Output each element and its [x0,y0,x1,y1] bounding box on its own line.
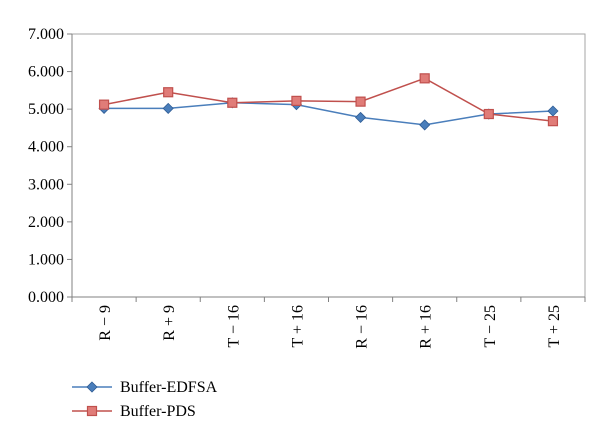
legend-entry: Buffer-PDS [72,403,196,420]
data-point [419,73,430,84]
y-tick-label: 2.000 [28,214,64,231]
data-point [291,95,302,106]
x-tick-label: T − 16 [225,305,242,348]
legend-label: Buffer-PDS [120,403,196,420]
x-tick-label: R − 16 [354,305,371,349]
data-point [419,119,431,131]
x-axis: R − 9 R + 9 T − 16 T + 16 R − 16 R + 16 T − 25… [71,296,586,349]
x-tick-label: R + 16 [418,305,435,349]
x-tick-label: T − 25 [482,305,499,348]
data-point [163,87,174,98]
y-tick-label: 0.000 [28,289,64,306]
x-tick-label: T + 25 [546,305,563,348]
data-point [162,102,174,114]
x-tick-label: T + 16 [289,305,306,348]
data-point [227,97,238,108]
y-tick-label: 7.000 [28,26,64,43]
y-tick-label: 6.000 [28,64,64,81]
y-tick-label: 1.000 [28,251,64,268]
data-point [483,108,494,120]
y-tick-label: 5.000 [28,101,64,118]
data-point [547,105,559,117]
x-tick-label: R − 9 [97,305,114,341]
x-tick-label: R + 9 [161,305,178,341]
series-line [104,102,553,126]
legend-label: Buffer-EDFSA [120,379,218,396]
legend-marker [86,405,98,417]
series-line [103,77,554,122]
y-tick-label: 4.000 [28,139,64,156]
y-axis: 0.000 1.000 2.000 3.000 4.000 5.000 6.000 7.000 [28,26,73,306]
data-point [98,99,110,110]
series-layer [98,73,559,131]
data-point [355,96,366,107]
legend: Buffer-EDFSA Buffer-PDS [72,379,218,420]
data-point [547,116,559,127]
legend-entry: Buffer-EDFSA [72,379,218,396]
series-buffer-pds [98,73,559,127]
plot-border [71,33,586,298]
data-point [354,111,367,123]
legend-marker [86,381,98,393]
y-tick-label: 3.000 [28,176,64,193]
plot-area [71,33,586,298]
